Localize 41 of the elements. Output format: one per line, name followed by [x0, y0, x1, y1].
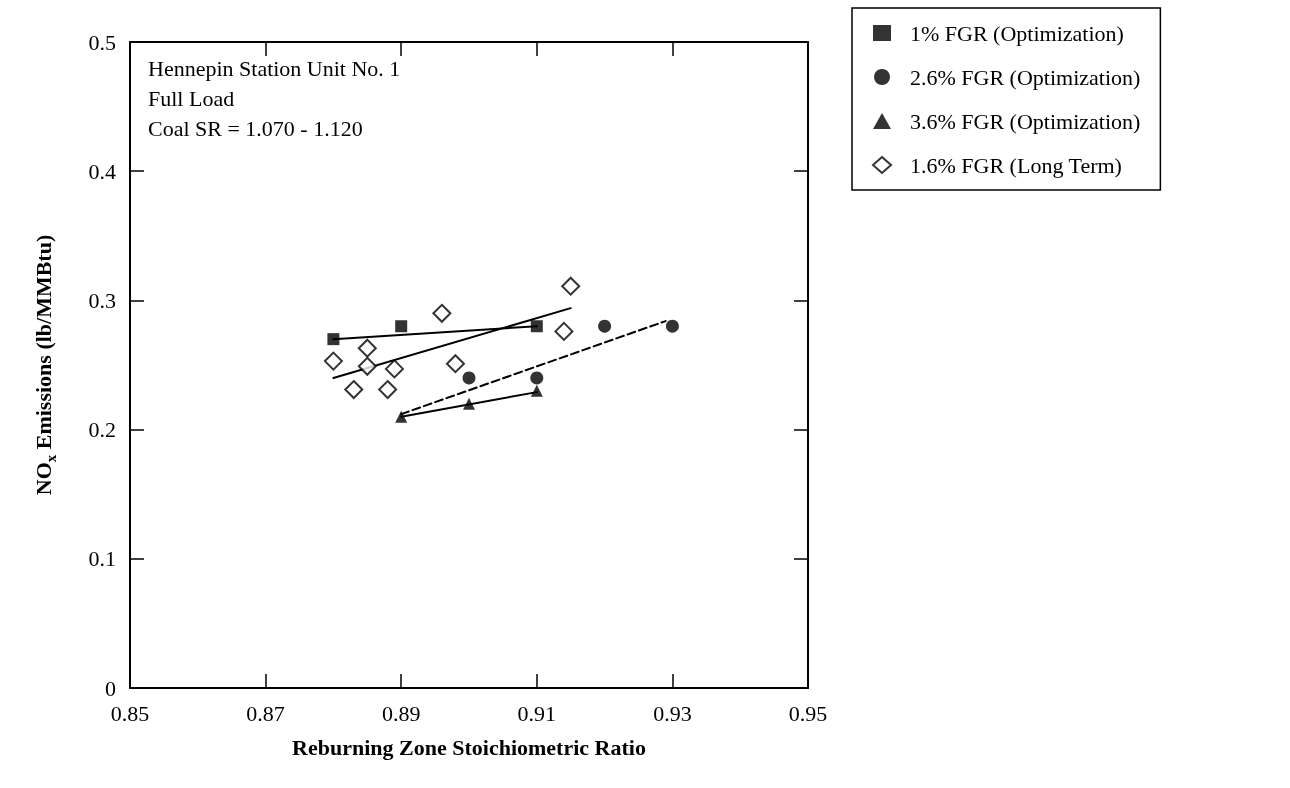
point	[445, 354, 465, 374]
y-tick-label: 0	[105, 675, 116, 701]
point	[665, 319, 679, 333]
legend-label: 2.6% FGR (Optimization)	[910, 64, 1141, 90]
annotation: Full Load	[148, 85, 235, 111]
y-tick-label: 0.5	[88, 29, 116, 55]
point	[462, 371, 476, 385]
point	[384, 359, 404, 379]
point	[598, 319, 612, 333]
point	[395, 320, 408, 333]
x-tick-label: 0.87	[246, 700, 285, 726]
y-tick-label: 0.1	[88, 546, 116, 572]
legend-label: 1.6% FGR (Long Term)	[910, 152, 1122, 178]
x-tick-label: 0.89	[381, 700, 421, 726]
point	[530, 320, 543, 333]
x-axis-title: Reburning Zone Stoichiometric Ratio	[292, 734, 646, 760]
x-tick-label: 0.85	[110, 700, 150, 726]
x-tick-label: 0.95	[788, 700, 828, 726]
point	[395, 410, 408, 423]
point	[530, 384, 543, 397]
point	[554, 321, 574, 341]
point	[327, 333, 340, 346]
x-tick-label: 0.93	[653, 700, 692, 726]
point	[323, 351, 343, 371]
point	[432, 303, 452, 323]
annotation: Hennepin Station Unit No. 1	[148, 55, 401, 81]
point	[357, 356, 377, 376]
y-tick-label: 0.3	[88, 287, 116, 313]
point	[561, 276, 581, 296]
point	[378, 380, 398, 400]
point	[344, 380, 364, 400]
y-tick-label: 0.4	[88, 158, 116, 184]
y-tick-label: 0.2	[88, 417, 116, 443]
point	[357, 338, 377, 358]
point	[463, 397, 475, 410]
annotation: Coal SR = 1.070 - 1.120	[148, 115, 363, 141]
x-tick-label: 0.91	[517, 700, 557, 726]
point	[530, 371, 544, 385]
legend-label: 1% FGR (Optimization)	[910, 20, 1124, 46]
y-axis-title: NOx Emissions (lb/MMBtu)	[31, 234, 59, 496]
legend-label: 3.6% FGR (Optimization)	[910, 108, 1141, 134]
